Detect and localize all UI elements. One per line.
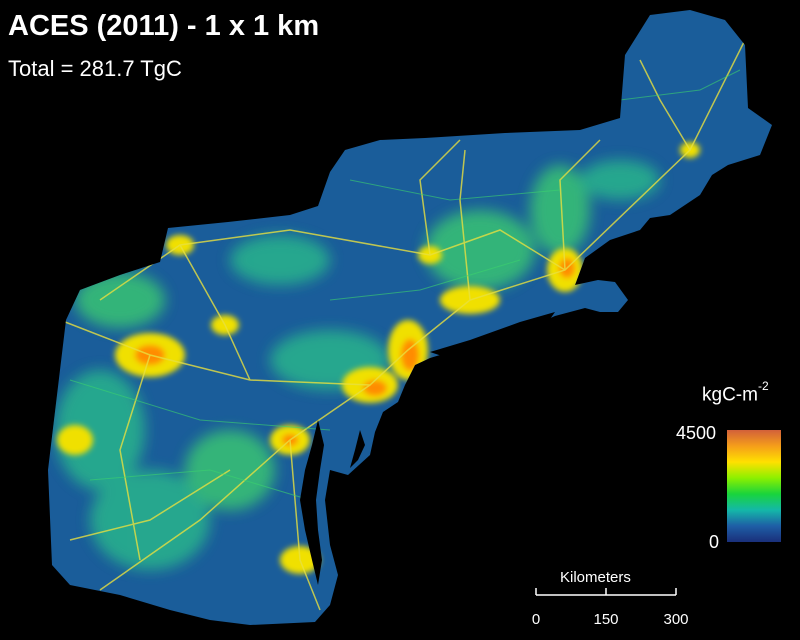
scale-tick-150: 150 <box>593 611 619 628</box>
chesapeake-bay <box>300 420 324 585</box>
map-title: ACES (2011) - 1 x 1 km <box>8 10 320 42</box>
scale-tick-0: 0 <box>531 611 541 628</box>
legend-unit-exponent: -2 <box>757 379 769 393</box>
legend-color-bar <box>727 430 781 542</box>
legend-min-label: 0 <box>709 532 720 552</box>
legend-unit: kgC-m-2 <box>702 380 769 406</box>
legend-unit-base: kgC-m <box>702 384 758 406</box>
legend-max-label: 4500 <box>676 423 717 443</box>
scale-bar-title: Kilometers <box>560 569 631 586</box>
scale-bar <box>535 588 677 596</box>
scale-tick-300: 300 <box>663 611 689 628</box>
map-subtitle: Total = 281.7 TgC <box>8 56 182 81</box>
delaware-bay <box>350 430 365 468</box>
long-island-sound <box>430 312 555 357</box>
